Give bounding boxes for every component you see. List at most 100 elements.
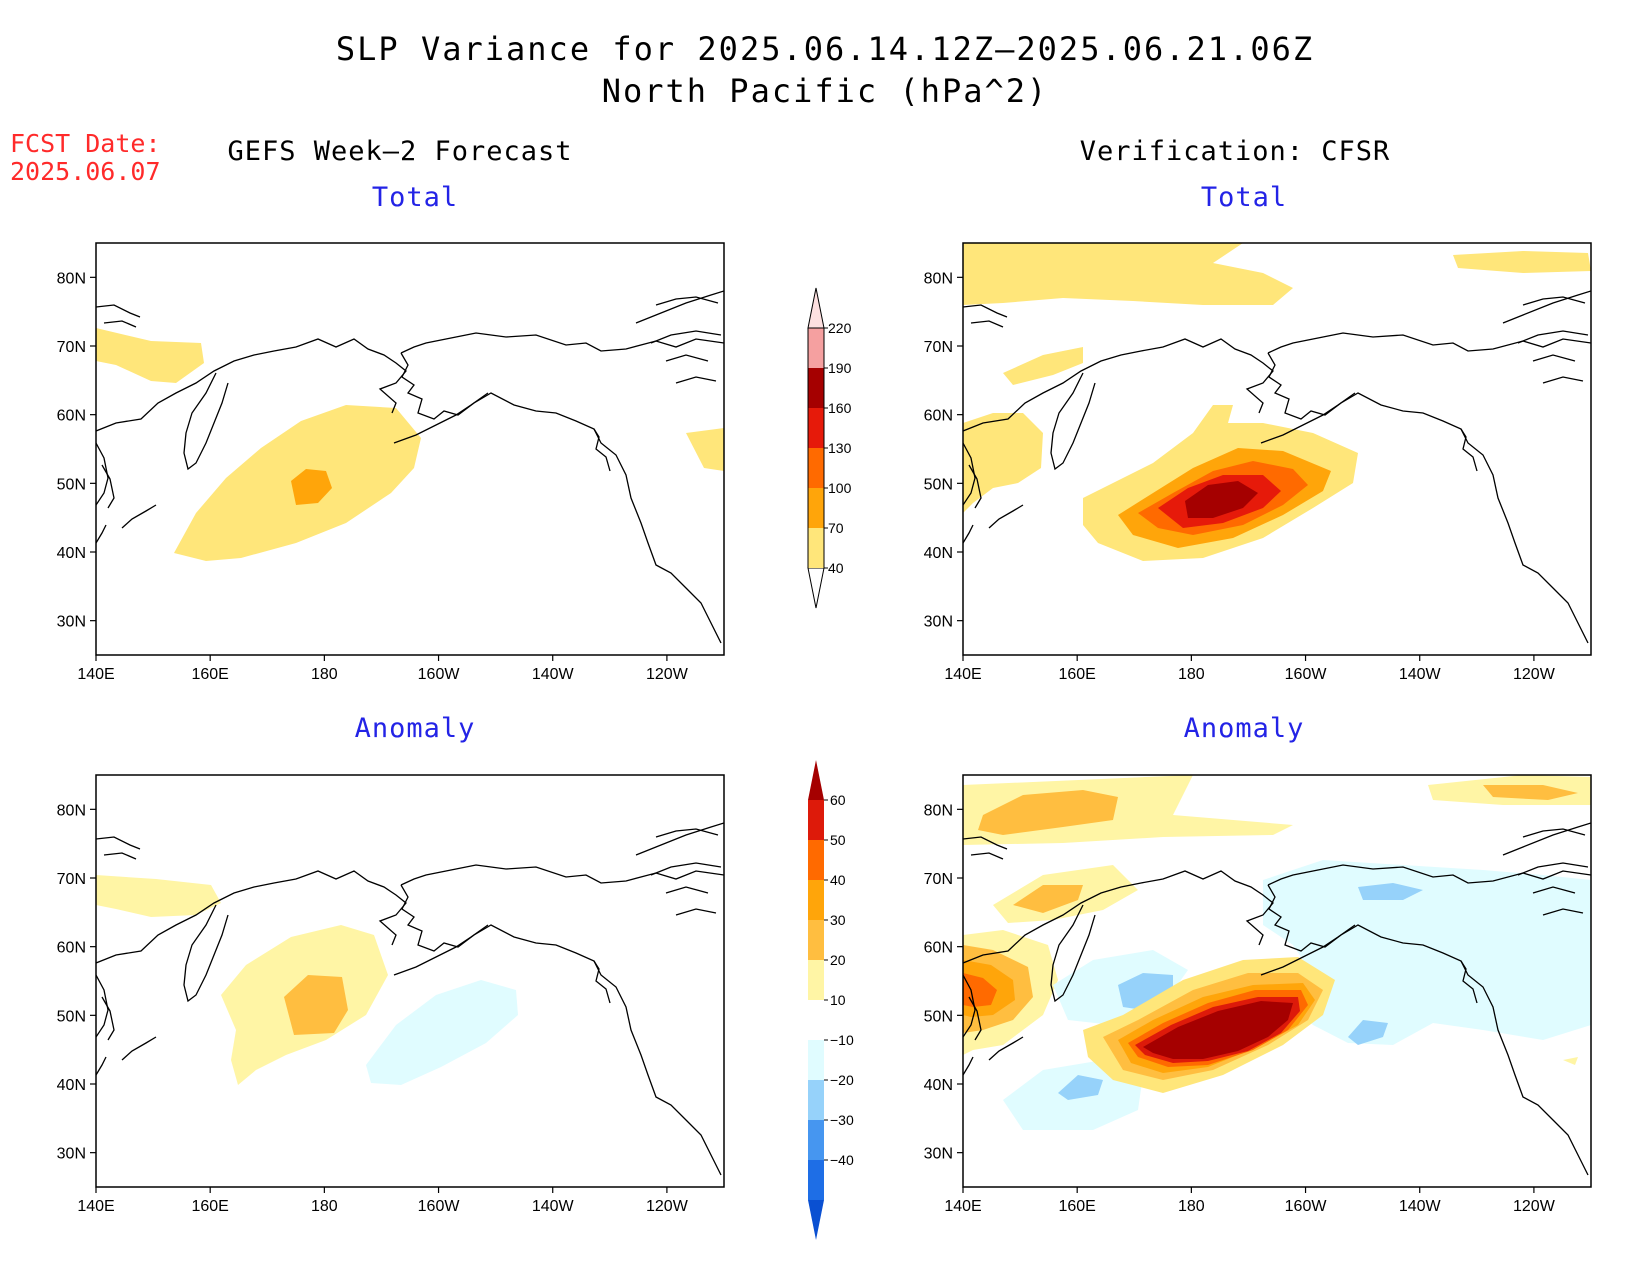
lon-tick-label: 160E	[191, 1198, 228, 1215]
colorbar-level-label: −40	[830, 1152, 854, 1168]
lon-tick-label: 120W	[646, 1198, 689, 1215]
colorbar-level-label: 190	[828, 360, 852, 376]
lat-tick-label: 60N	[924, 940, 953, 957]
lat-tick-label: 60N	[57, 408, 86, 425]
lat-tick-label: 30N	[924, 1146, 953, 1163]
colorbar-segment	[808, 920, 824, 960]
fcst-date-label: FCST Date:	[10, 129, 161, 158]
panel-tr-title: Total	[1200, 182, 1288, 213]
contour-20	[284, 975, 348, 1035]
lat-tick-label: 40N	[57, 1077, 86, 1094]
map-axes: 80N 70N 60N 50N 40N 30N 140E 160E 180 160W 140W 120…	[57, 270, 689, 683]
contour-neg20	[1358, 883, 1423, 900]
left-column-title: GEFS Week–2 Forecast	[227, 136, 573, 167]
colorbar-segment	[808, 368, 824, 408]
colorbar-level-label: 100	[828, 480, 852, 496]
lon-tick-label: 160W	[418, 1198, 461, 1215]
contour-20	[1013, 885, 1083, 913]
colorbar-segment	[808, 448, 824, 488]
contour-neg20	[1348, 1020, 1388, 1045]
contour-40	[963, 973, 997, 1007]
colorbar-segment	[808, 1160, 824, 1200]
contour-neg10	[1263, 860, 1591, 1045]
lat-tick-label: 80N	[924, 802, 953, 819]
colorbar-segment	[808, 328, 824, 368]
lon-tick-label: 140E	[944, 666, 981, 683]
lon-tick-label: 140W	[532, 1198, 575, 1215]
contour-40	[96, 328, 204, 383]
map-cfsr-anomaly: 80N 70N 60N 50N 40N 30N 140E 160E 180 160W 140W 120…	[924, 774, 1592, 1215]
lat-tick-label: 70N	[57, 339, 86, 356]
colorbar-anomaly: 60 50 40 30 20 10 −10 −20 −30 −40	[808, 760, 854, 1240]
colorbar-segment	[808, 1000, 824, 1040]
lon-tick-label: 140W	[1399, 1198, 1442, 1215]
contour-20	[978, 790, 1118, 835]
colorbar-segment	[808, 488, 824, 528]
lon-tick-label: 140E	[944, 1198, 981, 1215]
colorbar-level-label: 160	[828, 400, 852, 416]
lon-tick-label: 180	[311, 1198, 338, 1215]
lon-tick-label: 140W	[1399, 666, 1442, 683]
lon-tick-label: 140E	[77, 1198, 114, 1215]
colorbar-anomaly-segments: 60 50 40 30 20 10 −10 −20 −30 −40	[808, 760, 854, 1240]
colorbar-total: 40 70 100 130 160 190 220	[807, 287, 852, 609]
lat-tick-label: 30N	[57, 614, 86, 631]
lat-tick-label: 30N	[924, 614, 953, 631]
colorbar-level-label: 70	[828, 520, 844, 536]
contour-40	[963, 243, 1293, 305]
lon-tick-label: 120W	[1513, 1198, 1556, 1215]
lon-tick-label: 160E	[1058, 666, 1095, 683]
lat-tick-label: 80N	[57, 270, 86, 287]
right-column-title: Verification: CFSR	[1079, 136, 1391, 167]
colorbar-segment	[808, 960, 824, 1000]
lon-tick-label: 160E	[191, 666, 228, 683]
contour-10	[96, 875, 221, 917]
map-axes: 80N 70N 60N 50N 40N 30N 140E 160E 180 160W 140W 120…	[924, 802, 1556, 1215]
colorbar-level-label: −30	[830, 1112, 854, 1128]
colorbar-level-label: 20	[830, 952, 846, 968]
colorbar-segment	[808, 1080, 824, 1120]
lon-tick-label: 160E	[1058, 1198, 1095, 1215]
lat-tick-label: 80N	[57, 802, 86, 819]
lat-tick-label: 50N	[57, 476, 86, 493]
colorbar-level-label: −20	[830, 1072, 854, 1088]
lat-tick-label: 40N	[57, 545, 86, 562]
lat-tick-label: 60N	[57, 940, 86, 957]
contour-40	[963, 413, 1043, 513]
main-subtitle: North Pacific (hPa^2)	[601, 72, 1049, 110]
lat-tick-label: 80N	[924, 270, 953, 287]
colorbar-level-label: 60	[830, 792, 846, 808]
contour-20	[1483, 785, 1578, 800]
lon-tick-label: 140W	[532, 666, 575, 683]
map-axes: 80N 70N 60N 50N 40N 30N 140E 160E 180 160W 140W 120…	[57, 802, 689, 1215]
contour-10	[1563, 1057, 1578, 1065]
fcst-date-value: 2025.06.07	[10, 157, 161, 186]
lat-tick-label: 50N	[57, 1008, 86, 1025]
panel-bl-title: Anomaly	[354, 713, 476, 744]
colorbar-segment	[808, 1040, 824, 1080]
lat-tick-label: 70N	[924, 339, 953, 356]
colorbar-level-label: 40	[828, 560, 844, 576]
colorbar-segment	[808, 800, 824, 840]
lat-tick-label: 50N	[924, 476, 953, 493]
map-cfsr-total: 80N 70N 60N 50N 40N 30N 140E 160E 180 160W 140W 120…	[924, 242, 1592, 683]
colorbar-level-label: 220	[828, 320, 852, 336]
lat-tick-label: 40N	[924, 1077, 953, 1094]
map-gefs-anomaly: 80N 70N 60N 50N 40N 30N 140E 160E 180 160W 140W 120…	[57, 774, 725, 1215]
lon-tick-label: 120W	[646, 666, 689, 683]
panel-br-title: Anomaly	[1183, 713, 1305, 744]
lon-tick-label: 180	[311, 666, 338, 683]
lat-tick-label: 60N	[924, 408, 953, 425]
lon-tick-label: 160W	[418, 666, 461, 683]
contour-40	[1003, 347, 1083, 385]
colorbar-segment	[808, 408, 824, 448]
contour-160	[1185, 481, 1258, 518]
lat-tick-label: 50N	[924, 1008, 953, 1025]
contour-40	[1453, 251, 1591, 273]
colorbar-segment	[808, 1120, 824, 1160]
lon-tick-label: 180	[1178, 1198, 1205, 1215]
lon-tick-label: 140E	[77, 666, 114, 683]
panel-tl-title: Total	[371, 182, 459, 213]
colorbar-level-label: 130	[828, 440, 852, 456]
lon-tick-label: 180	[1178, 666, 1205, 683]
